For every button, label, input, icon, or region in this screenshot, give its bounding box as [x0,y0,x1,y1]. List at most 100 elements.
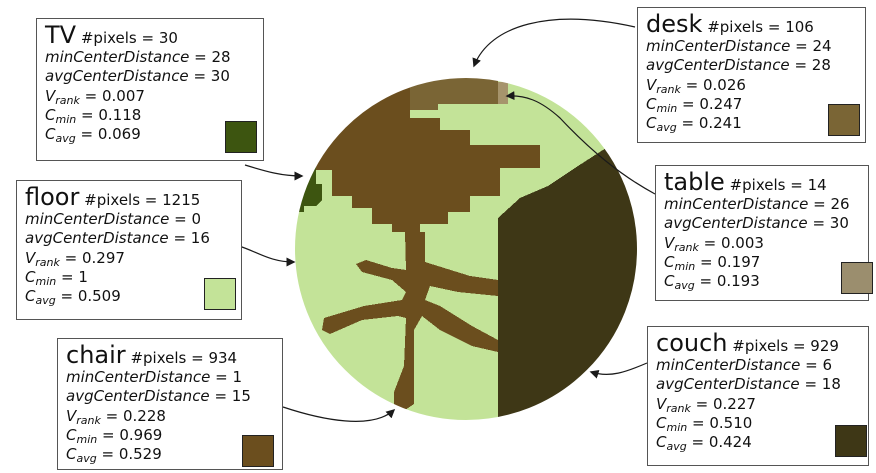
pixels-value: 1215 [162,191,201,209]
region-name: table [664,168,725,196]
min-center-distance-value: 26 [830,195,850,214]
region-card-chair: chair #pixels = 934 minCenterDistance = … [57,338,283,470]
color-swatch [841,262,873,294]
avg-center-distance-label: avgCenterDistance [656,375,800,394]
c-min-value: 0.118 [98,105,142,124]
c-avg-value: 0.509 [77,287,121,306]
desk-connector [472,18,636,68]
min-center-distance-label: minCenterDistance [25,210,170,229]
avg-center-distance-label: avgCenterDistance [646,56,790,75]
avg-center-distance-label: avgCenterDistance [66,387,210,406]
chair-legs [322,232,498,412]
c-avg-value: 0.193 [716,272,760,291]
c-min-value: 0.510 [709,413,753,432]
rank-subscript: rank [76,413,101,427]
min-subscript: min [656,101,678,115]
c-avg-value: 0.241 [698,114,742,133]
avg-center-distance-label: avgCenterDistance [45,67,189,86]
c-symbol: C [25,287,36,306]
min-center-distance-label: minCenterDistance [66,368,211,387]
min-center-distance-label: minCenterDistance [656,356,801,375]
color-swatch [225,121,257,153]
pixels-label: #pixels [732,337,789,355]
min-center-distance-value: 1 [232,368,243,387]
min-center-distance-label: minCenterDistance [45,48,190,67]
rank-subscript: rank [656,82,681,96]
c-symbol: C [646,94,657,113]
color-swatch [828,104,860,136]
pixels-label: #pixels [84,191,141,209]
avg-center-distance-value: 30 [210,67,230,86]
c-min-value: 0.247 [699,94,743,113]
tv-connector [244,164,304,181]
v-rank-value: 0.007 [101,86,145,105]
c-symbol: C [66,445,77,464]
avg-center-distance-value: 16 [190,229,210,248]
region-card-tv: TV #pixels = 30 minCenterDistance = 28 a… [36,18,264,161]
avg-center-distance-value: 28 [811,56,831,75]
table-region [498,82,508,104]
region-name: TV [45,21,77,49]
min-center-distance-label: minCenterDistance [646,37,791,56]
c-symbol: C [656,433,667,452]
avg-subscript: avg [666,440,687,454]
avg-center-distance-label: avgCenterDistance [664,214,808,233]
avg-center-distance-label: avgCenterDistance [25,229,169,248]
rank-subscript: rank [55,93,80,107]
min-center-distance-value: 28 [211,48,231,67]
v-symbol: V [25,248,36,267]
c-symbol: C [646,114,657,133]
desk-region [410,77,500,110]
region-card-table: table #pixels = 14 minCenterDistance = 2… [655,165,873,301]
disc-edge [293,76,639,422]
color-swatch [835,425,867,457]
avg-subscript: avg [35,294,56,308]
pixels-value: 929 [810,337,839,355]
v-rank-value: 0.228 [122,406,166,425]
c-symbol: C [25,267,36,286]
c-min-value: 0.197 [717,252,761,271]
avg-subscript: avg [76,452,97,466]
v-rank-value: 0.003 [720,233,764,252]
v-symbol: V [646,75,657,94]
color-swatch [242,435,274,467]
min-subscript: min [76,432,98,446]
region-card-desk: desk #pixels = 106 minCenterDistance = 2… [637,7,866,143]
c-symbol: C [664,252,675,271]
pixels-label: #pixels [707,18,764,36]
c-avg-value: 0.069 [97,125,141,144]
c-min-value: 0.969 [119,425,163,444]
pixels-label: #pixels [729,176,786,194]
region-name: couch [656,329,728,357]
c-symbol: C [66,425,77,444]
region-name: floor [25,183,80,211]
min-subscript: min [35,274,57,288]
pixels-value: 30 [158,29,178,47]
pixels-label: #pixels [80,29,137,47]
chair-connector [282,406,396,422]
c-symbol: C [664,272,675,291]
rank-subscript: rank [666,401,691,415]
c-symbol: C [656,413,667,432]
floor-connector [238,245,296,267]
rank-subscript: rank [35,255,60,269]
segmented-disc [294,77,638,421]
min-subscript: min [55,112,77,126]
avg-subscript: avg [674,279,695,293]
pixels-label: #pixels [130,349,187,367]
c-min-value: 1 [78,267,88,286]
avg-subscript: avg [656,121,677,135]
table-connector [505,91,656,195]
v-symbol: V [66,406,77,425]
avg-center-distance-value: 15 [231,387,251,406]
min-center-distance-value: 0 [191,210,202,229]
connector-lines [238,18,656,422]
min-center-distance-value: 24 [812,37,832,56]
region-card-floor: floor #pixels = 1215 minCenterDistance =… [16,180,242,320]
v-symbol: V [664,233,675,252]
couch-connector [589,362,648,379]
min-subscript: min [674,259,696,273]
min-subscript: min [666,420,688,434]
